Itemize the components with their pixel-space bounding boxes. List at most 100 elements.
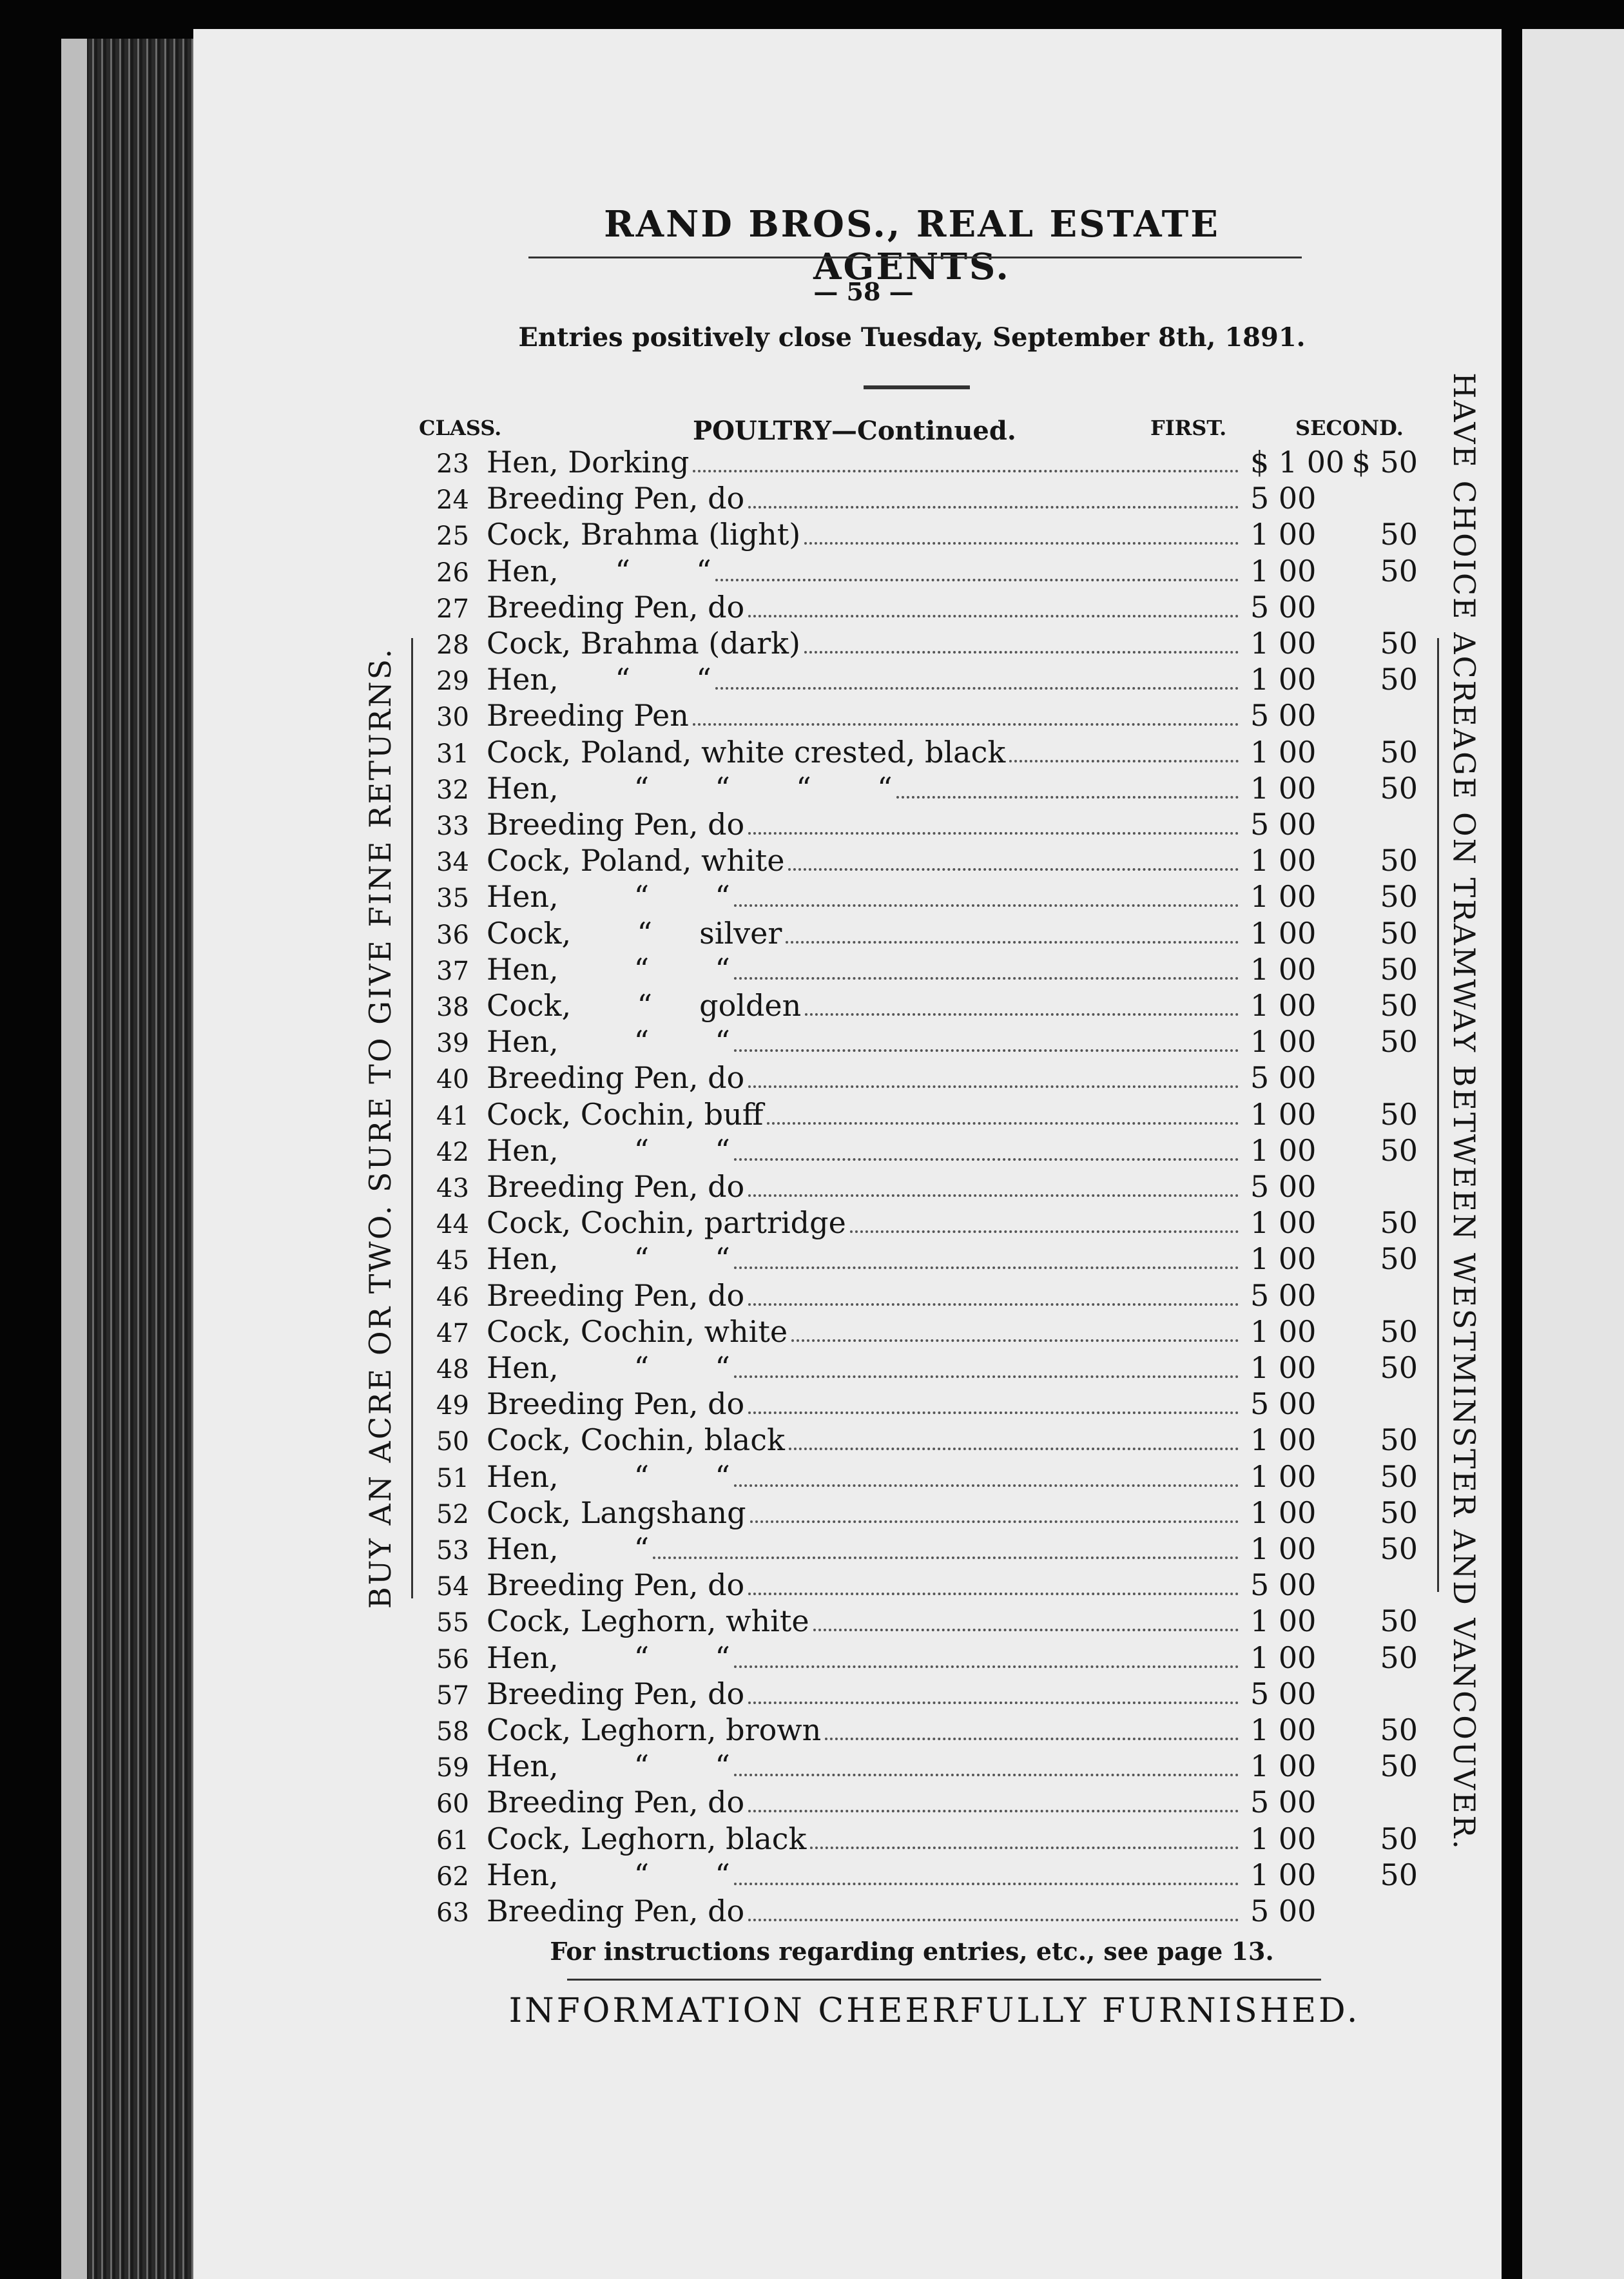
second-prize: 50 [1380, 1821, 1418, 1856]
class-number: 38 [436, 993, 469, 1022]
table-row: 59 Hen, “ “ 1 00 50 [419, 1749, 1418, 1785]
entry-description: Cock, Brahma (dark) [487, 626, 800, 661]
dot-leader [693, 470, 1239, 472]
first-prize: 5 00 [1250, 1894, 1317, 1928]
class-number: 27 [436, 594, 469, 624]
dot-leader [733, 1266, 1239, 1270]
second-prize: 50 [1380, 770, 1418, 806]
table-row: 45 Hen, “ “ 1 00 50 [419, 1241, 1418, 1277]
dot-leader [804, 651, 1239, 654]
class-number: 47 [436, 1318, 469, 1348]
dot-leader [810, 1846, 1239, 1849]
entry-description: Hen, “ “ [487, 1640, 730, 1675]
entry-description: Cock, Langshang [487, 1495, 746, 1530]
table-row: 62 Hen, “ “ 1 00 50 [419, 1857, 1418, 1894]
second-prize: 50 [1380, 626, 1418, 661]
first-prize: 1 00 [1250, 1350, 1317, 1385]
first-prize: 1 00 [1250, 1531, 1317, 1566]
first-prize: 1 00 [1250, 1821, 1317, 1856]
class-number: 31 [436, 739, 469, 769]
dot-leader [715, 687, 1239, 690]
first-prize: 5 00 [1250, 1676, 1317, 1711]
table-row: 39 Hen, “ “ 1 00 50 [419, 1024, 1418, 1060]
entry-description: Hen, “ “ [487, 662, 711, 697]
dot-leader [733, 976, 1239, 980]
class-number: 58 [436, 1717, 469, 1747]
dot-leader [748, 1303, 1239, 1306]
second-prize: 50 [1380, 1132, 1418, 1168]
dot-leader [748, 832, 1239, 835]
second-prize: 50 [1380, 517, 1418, 552]
entry-description: Breeding Pen, do [487, 1894, 745, 1928]
col-class-header: CLASS. [419, 416, 502, 440]
dot-leader [896, 795, 1239, 799]
first-prize: 5 00 [1250, 698, 1317, 733]
first-prize: 1 00 [1250, 1604, 1317, 1639]
entry-description: Hen, “ “ [487, 1350, 730, 1385]
second-prize: $ 50 [1351, 445, 1418, 480]
class-number: 60 [436, 1789, 469, 1819]
entry-description: Cock, Brahma (light) [487, 517, 801, 552]
class-number: 57 [436, 1680, 469, 1711]
first-prize: 1 00 [1250, 1857, 1317, 1892]
dot-leader [791, 1339, 1239, 1342]
entry-description: Hen, “ “ [487, 1024, 730, 1060]
right-vertical-rule [1437, 638, 1439, 1592]
first-prize: 1 00 [1250, 553, 1317, 588]
dot-leader [813, 1629, 1239, 1632]
table-row: 38 Cock, “ golden 1 00 50 [419, 988, 1418, 1024]
entry-description: Hen, “ [487, 1531, 650, 1566]
entry-description: Breeding Pen, do [487, 481, 745, 516]
table-row: 37 Hen, “ “ 1 00 50 [419, 952, 1418, 988]
class-number: 52 [436, 1499, 469, 1529]
table-row: 31 Cock, Poland, white crested, black 1 00… [419, 735, 1418, 771]
col-first-header: FIRST. [1150, 416, 1227, 440]
class-number: 40 [436, 1065, 469, 1095]
table-row: 25 Cock, Brahma (light) 1 00 50 [419, 517, 1418, 553]
page-header: RAND BROS., REAL ESTATE AGENTS. [604, 203, 1220, 288]
class-number: 49 [436, 1391, 469, 1421]
dot-leader [692, 723, 1239, 726]
first-prize: 1 00 [1250, 734, 1317, 770]
short-rule [864, 385, 970, 389]
class-number: 35 [436, 884, 469, 914]
first-prize: 1 00 [1250, 662, 1317, 697]
second-prize: 50 [1380, 1459, 1418, 1494]
class-number: 39 [436, 1029, 469, 1059]
entry-description: Breeding Pen, do [487, 589, 745, 625]
page-footer: INFORMATION CHEERFULLY FURNISHED. [508, 1992, 1360, 2030]
entry-description: Hen, “ “ “ “ [487, 770, 893, 806]
dot-leader [825, 1738, 1239, 1740]
dot-leader [786, 940, 1239, 944]
dot-leader [1009, 759, 1239, 762]
table-row: 55 Cock, Leghorn, white 1 00 50 [419, 1604, 1418, 1640]
entry-description: Breeding Pen, do [487, 1060, 745, 1096]
dot-leader [748, 1919, 1239, 1921]
entry-description: Hen, “ “ [487, 1132, 730, 1168]
class-number: 29 [436, 666, 469, 697]
dot-leader [748, 1810, 1239, 1813]
second-prize: 50 [1380, 1096, 1418, 1132]
dot-leader [748, 1194, 1239, 1197]
table-row: 46 Breeding Pen, do 5 00 [419, 1278, 1418, 1314]
header-rule [528, 257, 1302, 258]
first-prize: 5 00 [1250, 807, 1317, 842]
second-prize: 50 [1380, 1531, 1418, 1566]
class-number: 24 [436, 485, 469, 516]
first-prize: 1 00 [1250, 1712, 1317, 1747]
table-row: 58 Cock, Leghorn, brown 1 00 50 [419, 1712, 1418, 1749]
dot-leader [749, 1520, 1239, 1523]
table-row: 47 Cock, Cochin, white 1 00 50 [419, 1314, 1418, 1350]
dot-leader [748, 506, 1239, 509]
section-title: POULTRY—Continued. [693, 416, 1016, 446]
second-prize: 50 [1380, 1205, 1418, 1241]
entry-description: Cock, Poland, white crested, black [487, 734, 1006, 770]
class-number: 43 [436, 1174, 469, 1203]
dot-leader [748, 1411, 1239, 1415]
second-prize: 50 [1380, 951, 1418, 987]
dot-leader [804, 542, 1239, 545]
first-prize: 5 00 [1250, 1386, 1317, 1422]
entry-description: Cock, Cochin, white [487, 1314, 788, 1349]
entry-description: Cock, Cochin, buff [487, 1096, 764, 1132]
dot-leader [733, 1049, 1239, 1052]
